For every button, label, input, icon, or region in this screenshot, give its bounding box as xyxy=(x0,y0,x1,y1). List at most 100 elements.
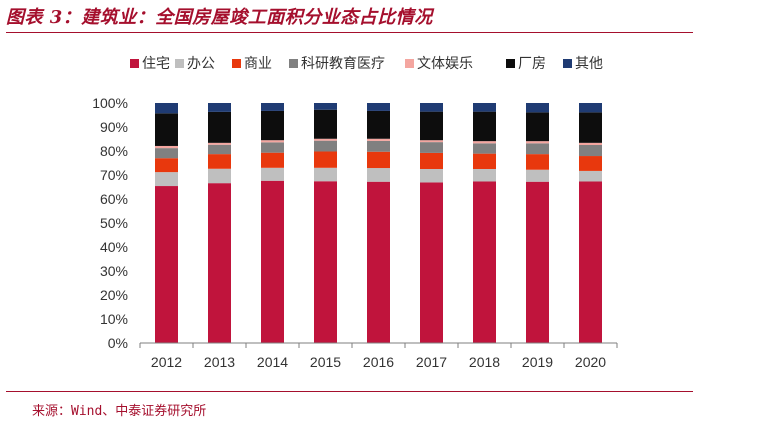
bar-segment xyxy=(579,142,602,145)
y-tick-label: 20% xyxy=(100,287,128,303)
bar-segment xyxy=(208,142,231,145)
bar-segment xyxy=(473,153,496,169)
bar-stack xyxy=(473,103,496,343)
bar-segment xyxy=(314,140,337,152)
bar-segment xyxy=(526,112,549,142)
bar-segment xyxy=(155,148,178,159)
bar-segment xyxy=(420,152,443,169)
bar-segment xyxy=(473,143,496,154)
legend-item: 厂房 xyxy=(506,56,546,72)
y-tick-label: 50% xyxy=(100,215,128,231)
bar-segment xyxy=(261,152,284,168)
bar-segment xyxy=(473,111,496,142)
y-axis: 0% 10% 20% 30% 40% 50% 60% 70% 80% 90% 100% xyxy=(92,95,128,351)
bar-segment xyxy=(420,103,443,112)
bar-segment xyxy=(261,110,284,141)
bar-segment xyxy=(367,151,390,169)
bar-segment xyxy=(155,145,178,149)
bar-segment xyxy=(314,109,337,139)
title-divider xyxy=(6,32,693,33)
bar-segment xyxy=(526,141,549,144)
bar-segment xyxy=(526,169,549,182)
bar-segment xyxy=(367,138,390,141)
chart-legend: 住宅 办公 商业 科研教育医疗 文体娱乐 厂房 其他 xyxy=(130,56,603,72)
bar-segment xyxy=(208,168,231,184)
bar-segment xyxy=(526,181,549,343)
x-tick-label: 2017 xyxy=(416,354,447,370)
legend-item: 办公 xyxy=(175,56,215,72)
legend-label: 商业 xyxy=(244,56,272,72)
x-axis: 2012 2013 2014 2015 2016 2017 2018 2019 2020 xyxy=(139,342,618,370)
bars-area xyxy=(155,103,602,343)
bar-segment xyxy=(579,170,602,182)
legend-label: 其他 xyxy=(575,56,603,72)
legend-item: 商业 xyxy=(232,56,272,72)
bar-segment xyxy=(261,167,284,181)
x-tick-label: 2015 xyxy=(310,354,341,370)
bar-segment xyxy=(155,158,178,173)
figure-title: 图表 3：建筑业：全国房屋竣工面积分业态占比情况 xyxy=(6,7,433,28)
x-tick-label: 2018 xyxy=(469,354,500,370)
bar-segment xyxy=(314,103,337,110)
y-tick-label: 100% xyxy=(92,95,128,111)
bar-segment xyxy=(420,140,443,143)
bar-segment xyxy=(367,110,390,139)
legend-label: 办公 xyxy=(187,56,215,72)
bar-segment xyxy=(579,156,602,171)
bar-segment xyxy=(261,180,284,343)
legend-swatch xyxy=(563,59,572,68)
source-note: 来源：Wind、中泰证券研究所 xyxy=(32,404,207,419)
bar-segment xyxy=(473,103,496,112)
legend-swatch xyxy=(175,59,184,68)
bar-segment xyxy=(526,154,549,170)
bar-segment xyxy=(314,138,337,141)
legend-label: 科研教育医疗 xyxy=(301,56,385,72)
bar-segment xyxy=(579,103,602,113)
y-tick-label: 40% xyxy=(100,239,128,255)
bar-stack xyxy=(367,103,390,343)
y-tick-label: 70% xyxy=(100,167,128,183)
x-tick-label: 2020 xyxy=(575,354,606,370)
legend-item: 其他 xyxy=(563,56,603,72)
y-tick-label: 0% xyxy=(108,335,128,351)
x-tick-label: 2013 xyxy=(204,354,235,370)
bar-segment xyxy=(473,181,496,343)
bar-segment xyxy=(367,168,390,182)
x-tick-label: 2019 xyxy=(522,354,553,370)
y-tick-label: 60% xyxy=(100,191,128,207)
bar-segment xyxy=(367,181,390,343)
y-tick-label: 90% xyxy=(100,119,128,135)
bar-segment xyxy=(208,103,231,112)
bar-stack xyxy=(155,103,178,343)
bar-segment xyxy=(367,140,390,152)
bar-segment xyxy=(579,181,602,343)
bar-segment xyxy=(155,113,178,146)
bar-stack xyxy=(526,103,549,343)
x-tick-label: 2012 xyxy=(151,354,182,370)
legend-label: 厂房 xyxy=(518,56,546,72)
legend-swatch xyxy=(130,59,139,68)
bar-segment xyxy=(420,169,443,183)
bar-segment xyxy=(208,144,231,155)
y-tick-label: 80% xyxy=(100,143,128,159)
bar-segment xyxy=(473,141,496,144)
bar-segment xyxy=(579,112,602,143)
bar-segment xyxy=(261,103,284,111)
bar-stack xyxy=(314,103,337,343)
x-tick-label: 2014 xyxy=(257,354,288,370)
bar-segment xyxy=(208,183,231,343)
bar-stack xyxy=(261,103,284,343)
bar-segment xyxy=(420,142,443,153)
bar-segment xyxy=(420,182,443,343)
footer-divider xyxy=(6,391,693,392)
bar-segment xyxy=(526,103,549,113)
legend-label: 文体娱乐 xyxy=(417,56,473,72)
y-tick-label: 30% xyxy=(100,263,128,279)
legend-swatch xyxy=(232,59,241,68)
bar-segment xyxy=(155,103,178,114)
bar-stack xyxy=(579,103,602,343)
bar-segment xyxy=(579,145,602,157)
bar-segment xyxy=(261,142,284,153)
legend-label: 住宅 xyxy=(142,56,170,72)
